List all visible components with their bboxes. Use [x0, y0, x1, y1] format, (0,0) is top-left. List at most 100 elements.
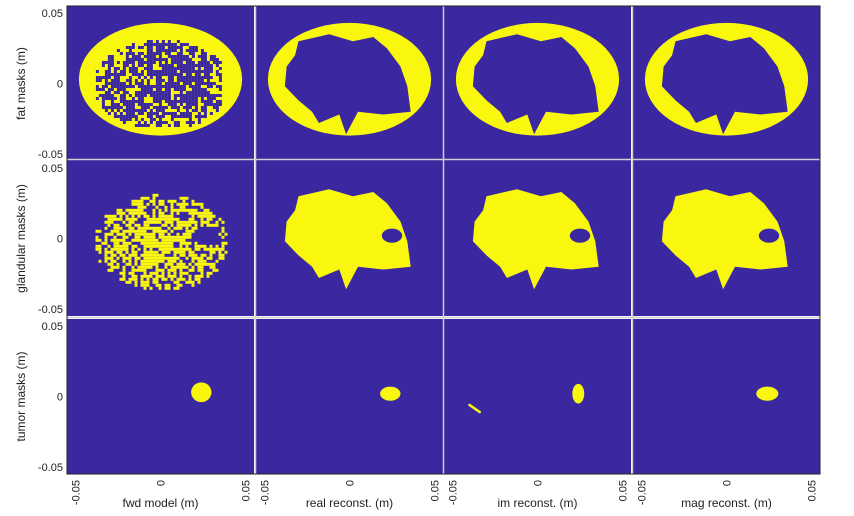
glandular-cell — [185, 265, 189, 269]
glandular-cell — [209, 211, 213, 215]
glandular-cell — [110, 217, 114, 221]
fat-interior-cell — [188, 49, 192, 52]
glandular-cell — [110, 220, 114, 224]
fat-interior-cell — [182, 70, 186, 73]
glandular-cell — [170, 268, 174, 272]
fat-interior-cell — [191, 79, 195, 82]
fat-interior-cell — [167, 85, 171, 88]
glandular-cell — [191, 250, 195, 254]
glandular-cell — [173, 280, 177, 284]
glandular-cell — [149, 238, 153, 242]
fat-interior-cell — [134, 94, 138, 97]
glandular-cell — [167, 217, 171, 221]
glandular-cell — [134, 280, 138, 284]
fat-interior-cell — [131, 61, 135, 64]
fat-interior-cell — [209, 67, 213, 70]
fat-interior-cell — [131, 85, 135, 88]
fat-interior-cell — [164, 97, 168, 100]
fat-interior-cell — [206, 100, 210, 103]
fat-interior-cell — [182, 82, 186, 85]
glandular-cell — [191, 259, 195, 263]
fat-interior-cell — [149, 73, 153, 76]
glandular-cell — [164, 250, 168, 254]
fat-interior-cell — [125, 79, 129, 82]
glandular-cell — [191, 202, 195, 206]
glandular-cell — [188, 211, 192, 215]
fat-interior-cell — [149, 49, 153, 52]
glandular-cell — [161, 274, 165, 278]
fat-interior-cell — [122, 121, 126, 124]
fat-interior-cell — [125, 91, 129, 94]
fat-interior-cell — [95, 97, 99, 100]
glandular-cell — [176, 286, 180, 290]
glandular-cell — [176, 280, 180, 284]
fat-interior-cell — [158, 43, 162, 46]
glandular-cell — [161, 238, 165, 242]
fat-interior-cell — [107, 70, 111, 73]
glandular-cell — [122, 247, 126, 251]
glandular-cell — [200, 244, 204, 248]
glandular-cell — [161, 247, 165, 251]
fat-interior-cell — [137, 64, 141, 67]
fat-interior-cell — [173, 97, 177, 100]
glandular-cell — [197, 259, 201, 263]
fat-interior-cell — [158, 115, 162, 118]
glandular-cell — [206, 217, 210, 221]
glandular-cell — [113, 247, 117, 251]
glandular-cell — [113, 214, 117, 218]
glandular-cell — [155, 271, 159, 275]
fat-interior-cell — [167, 70, 171, 73]
glandular-cell — [200, 256, 204, 260]
fat-interior-cell — [107, 67, 111, 70]
fat-interior-cell — [122, 64, 126, 67]
fat-interior-cell — [101, 64, 105, 67]
glandular-cell — [200, 271, 204, 275]
glandular-cell — [188, 235, 192, 239]
fat-interior-cell — [104, 106, 108, 109]
fat-interior-cell — [185, 64, 189, 67]
fat-interior-cell — [149, 40, 153, 43]
fat-interior-cell — [140, 46, 144, 49]
glandular-cell — [140, 208, 144, 212]
fat-interior-cell — [197, 85, 201, 88]
glandular-cell — [164, 205, 168, 209]
glandular-cell — [161, 271, 165, 275]
fat-interior-cell — [140, 58, 144, 61]
fat-interior-cell — [167, 88, 171, 91]
glandular-cell — [140, 253, 144, 257]
glandular-cell — [128, 229, 132, 233]
fat-interior-cell — [110, 58, 114, 61]
fat-interior-cell — [158, 79, 162, 82]
fat-interior-cell — [158, 73, 162, 76]
panel-r3-c4 — [633, 319, 820, 474]
glandular-cell — [119, 211, 123, 215]
glandular-cell — [98, 247, 102, 251]
glandular-cell — [170, 277, 174, 281]
glandular-cell — [191, 220, 195, 224]
glandular-cell — [143, 220, 147, 224]
glandular-cell — [119, 271, 123, 275]
glandular-cell — [173, 199, 177, 203]
glandular-cell — [149, 220, 153, 224]
fat-interior-cell — [101, 106, 105, 109]
glandular-cell — [119, 232, 123, 236]
glandular-cell — [107, 268, 111, 272]
fat-interior-cell — [170, 112, 174, 115]
fat-interior-cell — [194, 76, 198, 79]
fat-interior-cell — [140, 106, 144, 109]
glandular-cell — [98, 229, 102, 233]
fat-interior-cell — [194, 88, 198, 91]
glandular-cell — [107, 244, 111, 248]
glandular-cell — [143, 211, 147, 215]
fat-interior-cell — [218, 79, 222, 82]
glandular-cell — [164, 265, 168, 269]
fat-interior-cell — [107, 88, 111, 91]
glandular-cell — [191, 268, 195, 272]
glandular-cell — [137, 232, 141, 236]
fat-interior-cell — [143, 55, 147, 58]
glandular-cell — [131, 253, 135, 257]
glandular-cell — [128, 256, 132, 260]
fat-interior-cell — [170, 64, 174, 67]
glandular-cell — [170, 241, 174, 245]
fat-interior-cell — [185, 73, 189, 76]
